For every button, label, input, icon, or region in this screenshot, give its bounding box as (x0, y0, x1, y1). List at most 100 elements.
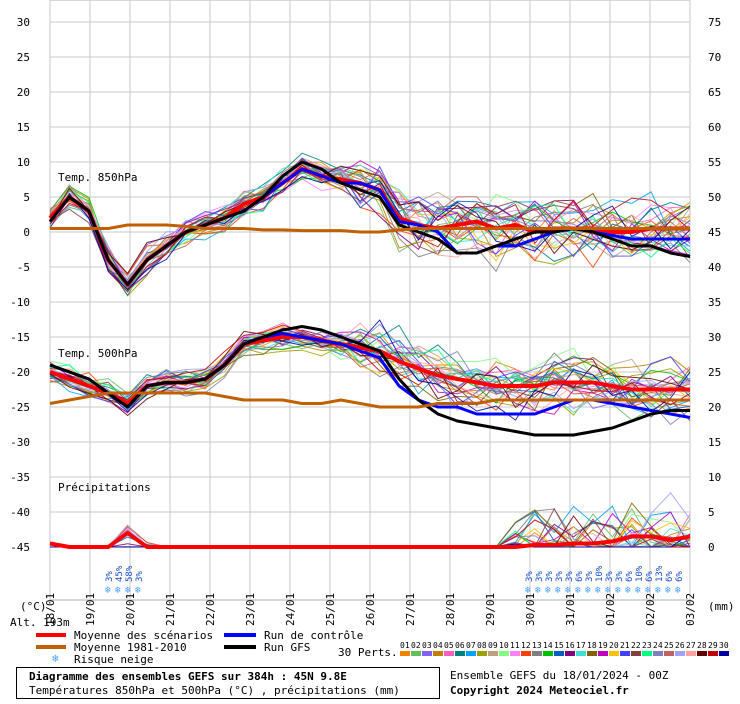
left-tick-label: -15 (10, 331, 30, 344)
right-tick-label: 65 (708, 86, 721, 99)
perturbation-legend: 01 02 03 04 05 06 07 08 09 10 11 12 13 14 15 16 17 18 19 20… (400, 641, 729, 656)
ensemble-member-line (49, 164, 691, 291)
snow-risk-label: 3% (555, 571, 565, 582)
right-tick-label: 40 (708, 261, 721, 274)
ensemble-member-line (49, 159, 691, 287)
x-tick-label: 21/01 (164, 593, 177, 626)
snowflake-icon: ❄ (585, 585, 592, 596)
ensemble-member-line (49, 176, 691, 291)
snow-risk-label: 6% (645, 571, 655, 582)
pert-number: 18 (587, 641, 597, 650)
x-tick-label: 03/02 (684, 593, 697, 626)
left-tick-label: -30 (10, 436, 30, 449)
snow-risk-label: 6% (675, 571, 685, 582)
x-tick-label: 28/01 (444, 593, 457, 626)
snowflake-icon: ❄ (595, 585, 602, 596)
legend-gfs-label: Run GFS (264, 641, 311, 654)
snow-risk: 3%❄45%❄58%❄3%❄3%❄3%❄3%❄3%❄3%❄6%❄3%❄10%❄3… (105, 565, 685, 596)
series-500-run-gfs (49, 325, 690, 437)
pert-number: 13 (532, 641, 542, 650)
snowflake-icon: ❄ (565, 585, 572, 596)
pert-number: 25 (664, 641, 674, 650)
footer-run-info: Ensemble GEFS du 18/01/2024 - 00Z (450, 669, 669, 682)
pert-swatch (510, 651, 520, 656)
left-tick-label: 20 (17, 86, 30, 99)
footer-copyright: Copyright 2024 Meteociel.fr (450, 684, 629, 697)
pert-number: 14 (543, 641, 553, 650)
ensemble-member-line (49, 324, 691, 406)
x-tick-label: 27/01 (404, 593, 417, 626)
right-tick-label: 0 (708, 541, 715, 554)
snowflake-icon: ❄ (625, 585, 632, 596)
x-tick-label: 18/01 (44, 593, 57, 626)
main-series (48, 160, 691, 549)
ensemble-member-line (49, 165, 691, 275)
left-tick-label: 10 (17, 156, 30, 169)
snowflake-icon: ❄ (115, 585, 122, 596)
right-tick-label: 70 (708, 51, 721, 64)
pert-swatch (620, 651, 630, 656)
x-axis-ticks: 18/01 19/01 20/01 21/01 22/01 23/01 24/01 25/01… (44, 593, 697, 626)
pert-number: 12 (521, 641, 531, 650)
legend-swatch-gfs (224, 645, 256, 649)
snowflake-icon: ❄ (645, 585, 652, 596)
snowflake-icon: ❄ (52, 652, 59, 665)
snow-risk-label: 10% (595, 565, 605, 582)
snow-risk-label: 6% (625, 571, 635, 582)
pert-number: 04 (433, 641, 443, 650)
pert-number: 15 (554, 641, 564, 650)
snowflake-icon: ❄ (525, 585, 532, 596)
legend-snow-label: Risque neige (74, 653, 154, 666)
legend-swatch-mean (36, 633, 66, 637)
pert-swatch (708, 651, 718, 656)
snowflake-icon: ❄ (535, 585, 542, 596)
pert-swatch (521, 651, 531, 656)
right-tick-label: 55 (708, 156, 721, 169)
altitude-label: Alt. 193m (10, 616, 70, 629)
pert-swatch (609, 651, 619, 656)
right-tick-label: 30 (708, 331, 721, 344)
pert-swatch (576, 651, 586, 656)
snowflake-icon: ❄ (615, 585, 622, 596)
snow-risk-label: 3% (535, 571, 545, 582)
series-850-moyenne-1981-2010 (50, 223, 690, 234)
right-tick-label: 45 (708, 226, 721, 239)
snow-risk-label: 3% (135, 571, 145, 582)
ensemble-member-line (49, 325, 691, 406)
snow-risk-label: 3% (525, 571, 535, 582)
grid (49, 0, 691, 601)
x-tick-label: 02/02 (644, 593, 657, 626)
snow-risk-label: 3% (565, 571, 575, 582)
pert-number: 17 (576, 641, 586, 650)
snow-risk-label: 45% (115, 565, 125, 582)
left-tick-label: 15 (17, 121, 30, 134)
ensemble-member-line (49, 164, 691, 293)
snowflake-icon: ❄ (655, 585, 662, 596)
x-tick-label: 22/01 (204, 593, 217, 626)
pert-swatch (433, 651, 443, 656)
snowflake-icon: ❄ (605, 585, 612, 596)
snow-risk-label: 6% (665, 571, 675, 582)
footer-title-box: Diagramme des ensembles GEFS sur 384h : … (16, 667, 440, 699)
pert-number: 08 (477, 641, 487, 650)
pert-number: 05 (444, 641, 454, 650)
right-tick-label: 35 (708, 296, 721, 309)
left-tick-label: -5 (17, 261, 30, 274)
x-tick-label: 29/01 (484, 593, 497, 626)
right-tick-label: 10 (708, 471, 721, 484)
pert-number: 29 (708, 641, 718, 650)
right-tick-label: 5 (708, 506, 715, 519)
snowflake-icon: ❄ (575, 585, 582, 596)
ensemble-member-line (49, 164, 691, 276)
right-tick-label: 20 (708, 401, 721, 414)
x-tick-label: 31/01 (564, 593, 577, 626)
series-500-moyenne-1981-2010 (49, 391, 690, 409)
pert-swatch (411, 651, 421, 656)
legend-control-label: Run de contrôle (264, 629, 364, 642)
pert-swatch (675, 651, 685, 656)
x-tick-label: 25/01 (324, 593, 337, 626)
pert-number: 30 (719, 641, 729, 650)
